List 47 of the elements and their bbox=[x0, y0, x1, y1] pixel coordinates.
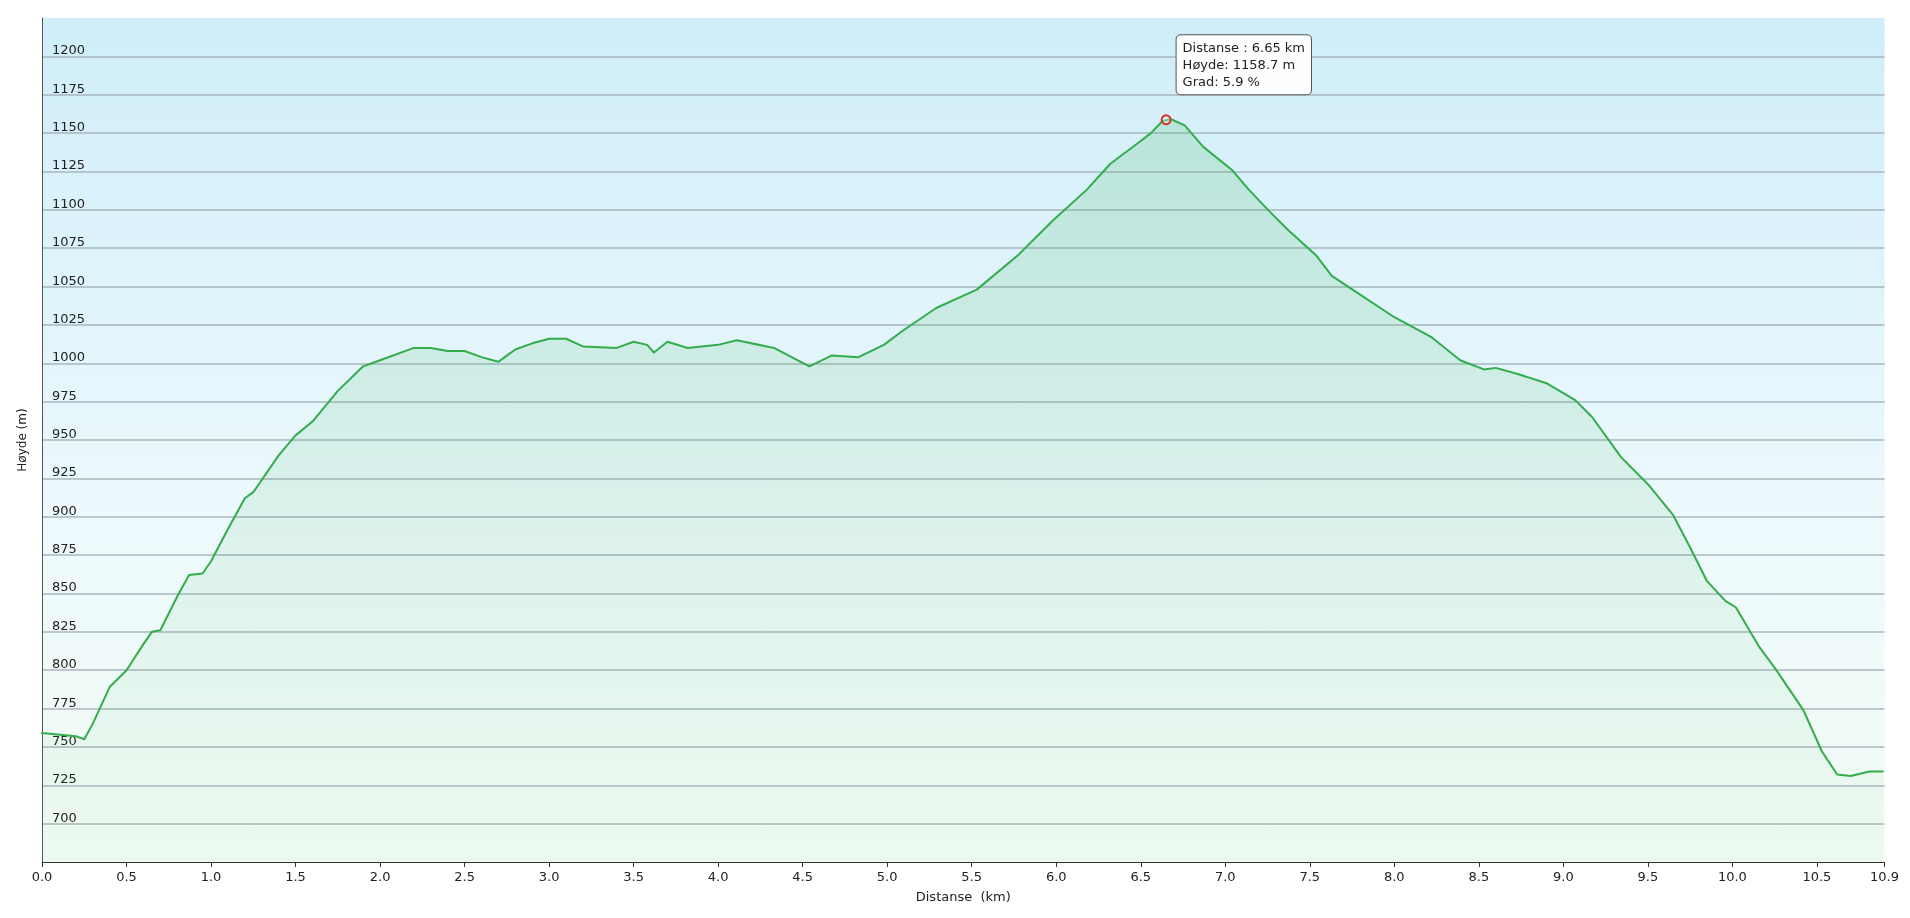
y-tick-label: 1075 bbox=[52, 234, 86, 250]
x-axis-title: Distanse (km) bbox=[915, 889, 1011, 904]
y-tick-label: 800 bbox=[52, 656, 77, 672]
y-tick-label: 975 bbox=[52, 387, 77, 403]
x-tick-label: 9.5 bbox=[1637, 869, 1659, 884]
x-tick-label: 8.0 bbox=[1383, 869, 1405, 884]
x-tick-label: 9.0 bbox=[1553, 869, 1574, 884]
y-tick-label: 1100 bbox=[52, 195, 86, 211]
annotation: Distanse : 6.65 km Høyde: 1158.7 m Grad: 5.9 % bbox=[1182, 40, 1305, 90]
y-tick-label: 1175 bbox=[52, 80, 86, 96]
y-tick-label: 775 bbox=[52, 694, 77, 710]
x-tick-label: 5.5 bbox=[961, 869, 983, 884]
x-tick-label: 1.5 bbox=[285, 869, 306, 884]
x-tick-label: 3.0 bbox=[538, 869, 560, 884]
x-tick-label: 7.5 bbox=[1299, 869, 1321, 884]
y-tick-label: 850 bbox=[52, 579, 77, 595]
x-tick-label: 2.0 bbox=[369, 869, 391, 884]
y-tick-label: 875 bbox=[52, 541, 77, 557]
y-tick-label: 925 bbox=[52, 464, 77, 480]
x-tick-label: 8.5 bbox=[1468, 869, 1490, 884]
x-tick-label: 7.0 bbox=[1214, 869, 1236, 884]
x-tick-label: 10.0 bbox=[1717, 869, 1747, 884]
y-tick-label: 700 bbox=[52, 809, 77, 825]
x-tick-label: 10.9 bbox=[1870, 869, 1899, 884]
y-tick-label: 1025 bbox=[52, 310, 86, 326]
y-tick-label: 1000 bbox=[52, 349, 86, 365]
y-tick-label: 1125 bbox=[52, 157, 86, 173]
x-tick-label: 0.0 bbox=[31, 869, 53, 884]
x-tick-label: 4.5 bbox=[792, 869, 814, 884]
y-tick-label: 825 bbox=[52, 617, 77, 633]
y-tick-label: 1200 bbox=[52, 42, 86, 58]
y-tick-label: 900 bbox=[52, 502, 77, 518]
x-tick-label: 3.5 bbox=[623, 869, 644, 884]
y-tick-label: 725 bbox=[52, 771, 77, 787]
x-tick-label: 4.0 bbox=[707, 869, 729, 884]
x-tick-label: 5.0 bbox=[876, 869, 898, 884]
x-tick-label: 6.0 bbox=[1045, 869, 1067, 884]
x-tick-label: 10.5 bbox=[1802, 869, 1832, 884]
x-tick-label: 6.5 bbox=[1130, 869, 1152, 884]
x-tick-label: 2.5 bbox=[454, 869, 475, 884]
y-axis-title: Høyde (m) bbox=[15, 408, 29, 472]
x-tick-label: 0.5 bbox=[116, 869, 137, 884]
y-tick-label: 1150 bbox=[52, 119, 86, 135]
x-tick-label: 1.0 bbox=[200, 869, 222, 884]
y-tick-label: 950 bbox=[52, 426, 77, 441]
y-tick-label: 1050 bbox=[52, 272, 86, 288]
y-tick-label: 750 bbox=[52, 732, 77, 748]
